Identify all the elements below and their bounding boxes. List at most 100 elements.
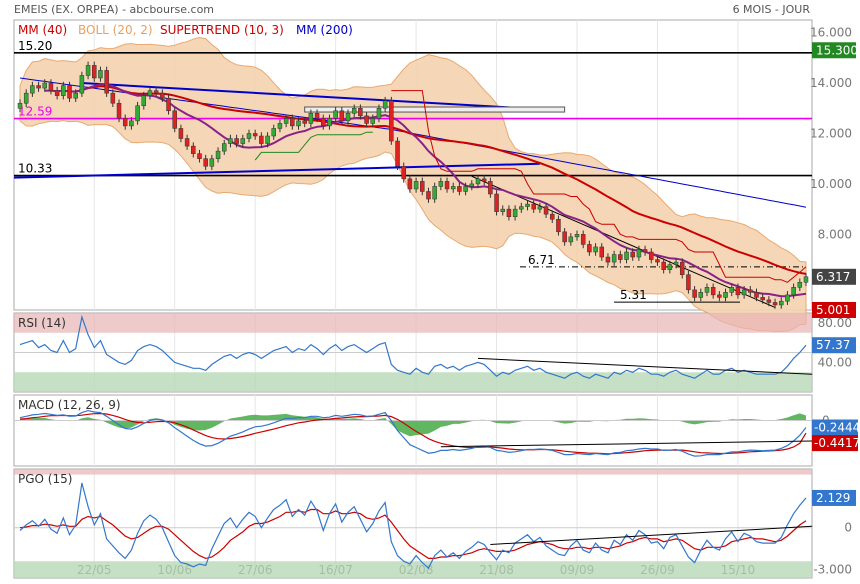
macd-histogram <box>20 413 806 437</box>
candle <box>649 251 654 260</box>
candle <box>277 123 283 129</box>
candle <box>407 178 413 190</box>
legend-mm40: MM (40) <box>18 23 67 37</box>
candle <box>327 118 332 127</box>
candle <box>599 246 605 258</box>
candle <box>686 274 691 291</box>
pgo-y-tick: 0 <box>844 521 852 535</box>
candle <box>141 95 147 106</box>
chart-period: 6 MOIS - JOUR <box>733 3 811 16</box>
trendline-down <box>471 175 776 308</box>
macd-badge-1 <box>812 435 858 452</box>
price-badge-label-0: 15.300 <box>816 43 858 57</box>
candle <box>259 135 264 144</box>
mm40-line <box>69 85 807 275</box>
candle <box>717 294 722 298</box>
rsi-oversold-zone <box>14 372 812 392</box>
candle <box>506 208 512 217</box>
candle <box>166 97 171 112</box>
candle <box>364 115 369 124</box>
candle <box>704 287 710 293</box>
candle <box>73 92 78 99</box>
pgo-upper-zone <box>14 469 812 475</box>
channel-box <box>304 106 566 113</box>
candle <box>370 118 376 124</box>
pgo-trendline <box>490 525 813 545</box>
macd-badge-0 <box>812 419 858 436</box>
candle <box>748 289 753 293</box>
pgo-y-tick: -3.000 <box>813 563 852 577</box>
candle <box>457 186 462 192</box>
candle <box>556 218 561 233</box>
candle <box>54 90 60 96</box>
candle <box>537 206 543 210</box>
y-tick-label: 8.000 <box>818 227 852 241</box>
candle <box>729 287 734 293</box>
pgo-title: PGO (15) <box>18 472 72 486</box>
candle <box>67 85 72 99</box>
candle <box>481 178 487 182</box>
candle <box>135 105 140 122</box>
candle <box>420 181 425 192</box>
candle <box>413 181 419 190</box>
candle <box>129 120 134 127</box>
candle <box>215 150 221 159</box>
candle <box>240 138 246 144</box>
macd-badge-label-1: -0.4417 <box>814 436 860 450</box>
candle <box>265 135 270 144</box>
candle <box>17 102 23 109</box>
candle <box>593 246 598 253</box>
candle <box>271 128 276 137</box>
candle <box>580 234 586 245</box>
candle <box>494 193 499 212</box>
candle <box>290 118 295 127</box>
annotation-label-1: 5.31 <box>620 288 647 302</box>
price-badge-label-2: 5.001 <box>816 303 850 317</box>
candle <box>723 292 728 298</box>
candle <box>345 113 351 122</box>
pgo-line <box>19 482 807 570</box>
candle <box>184 138 190 147</box>
rsi-line <box>19 314 807 379</box>
candle <box>550 213 555 220</box>
candle <box>203 158 208 167</box>
annotation-label-0: 6.71 <box>528 253 555 267</box>
candle <box>382 100 388 109</box>
candle <box>766 299 772 303</box>
candle <box>147 90 153 96</box>
level-label-1: 12.59 <box>18 105 52 119</box>
candle <box>562 231 567 243</box>
candle <box>314 113 320 119</box>
candle <box>116 102 122 119</box>
candle <box>512 208 518 217</box>
macd-trendline <box>440 440 813 448</box>
candle <box>574 234 580 238</box>
rsi-title: RSI (14) <box>18 316 66 330</box>
candle <box>36 85 41 89</box>
level-label-0: 15.20 <box>18 39 52 53</box>
candle <box>710 287 716 296</box>
candle <box>160 92 165 99</box>
candle <box>655 259 660 263</box>
candle <box>642 249 648 253</box>
candle <box>785 294 790 302</box>
candle <box>333 110 338 119</box>
candle <box>283 118 289 124</box>
candle <box>48 82 54 91</box>
candle <box>401 166 406 180</box>
candle <box>463 186 468 192</box>
candle <box>432 186 437 200</box>
macd-title: MACD (12, 26, 9) <box>18 398 121 412</box>
y-tick-label: 14.000 <box>810 76 852 90</box>
price-badge-0 <box>812 42 856 59</box>
candle <box>376 108 382 119</box>
candle <box>692 289 697 298</box>
candle <box>698 292 704 298</box>
candle <box>469 183 475 187</box>
macd-line <box>19 409 807 457</box>
price-badge-1 <box>812 268 856 285</box>
candle <box>228 138 233 144</box>
candle <box>679 261 685 275</box>
